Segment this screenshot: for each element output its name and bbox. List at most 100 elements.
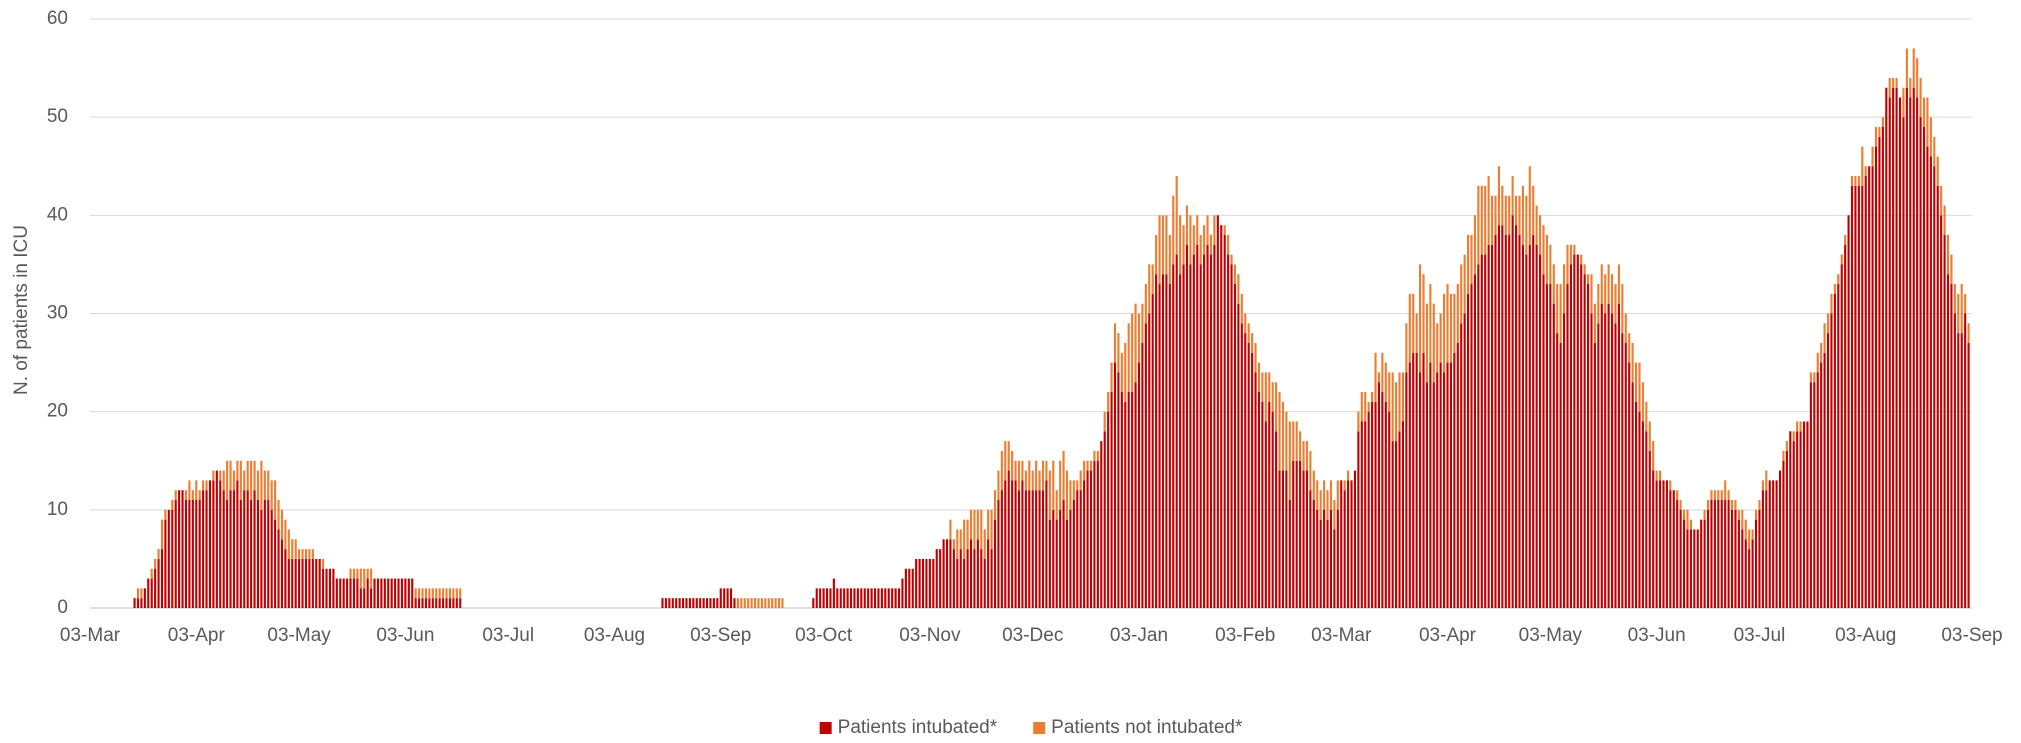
- bar: [928, 558, 931, 608]
- bar: [1038, 490, 1041, 608]
- bar: [150, 568, 153, 579]
- bar: [1419, 264, 1422, 373]
- bar: [191, 490, 194, 501]
- bar: [346, 578, 349, 608]
- bar: [1487, 176, 1490, 245]
- bar: [1007, 441, 1010, 471]
- bar: [963, 558, 966, 608]
- bar: [459, 588, 462, 599]
- bar: [1545, 284, 1548, 608]
- bar: [1521, 244, 1524, 608]
- bar: [1864, 176, 1867, 608]
- bar: [1141, 342, 1144, 608]
- bar: [1371, 392, 1374, 402]
- bar: [1768, 480, 1771, 608]
- bar: [1209, 254, 1213, 608]
- bar: [315, 558, 318, 608]
- bar: [160, 549, 164, 608]
- bar: [1515, 195, 1518, 226]
- bar: [1525, 195, 1528, 255]
- bar: [298, 558, 301, 608]
- bar: [1871, 166, 1874, 608]
- bar: [894, 588, 897, 608]
- bar: [1209, 234, 1213, 255]
- bar: [1405, 323, 1408, 373]
- bar: [1905, 87, 1908, 609]
- bar: [1919, 117, 1922, 609]
- bar: [239, 500, 242, 608]
- bar: [1713, 500, 1716, 608]
- bar: [702, 598, 705, 608]
- x-tick-label: 03-Jun: [376, 625, 434, 646]
- bar: [1713, 490, 1716, 501]
- bar: [424, 588, 428, 599]
- bar: [1347, 480, 1350, 608]
- bar: [1480, 254, 1483, 608]
- bar: [226, 460, 229, 501]
- bar: [1535, 205, 1538, 245]
- bar: [277, 500, 280, 530]
- bar: [1576, 254, 1579, 608]
- bar: [1261, 401, 1264, 608]
- bar: [1950, 284, 1953, 608]
- bar: [825, 588, 829, 608]
- bar: [301, 549, 304, 559]
- bar: [1395, 382, 1398, 442]
- bar: [712, 598, 715, 608]
- bar: [1607, 264, 1610, 304]
- bar: [1614, 323, 1617, 608]
- bar: [421, 588, 424, 599]
- bar: [1720, 490, 1723, 501]
- bar: [1751, 539, 1754, 608]
- bar: [202, 480, 205, 491]
- bar: [349, 568, 352, 579]
- bar: [867, 588, 870, 608]
- bar: [832, 578, 835, 608]
- bar: [952, 539, 955, 550]
- bar: [1487, 244, 1490, 608]
- bar: [136, 588, 140, 599]
- bar: [1083, 460, 1086, 481]
- bar: [1528, 166, 1531, 245]
- y-tick-label: 50: [47, 106, 68, 127]
- bar: [915, 558, 918, 608]
- bar: [1854, 185, 1857, 608]
- bar: [1799, 421, 1802, 432]
- bar: [1295, 460, 1298, 608]
- bar: [1052, 509, 1055, 608]
- bar: [1830, 313, 1833, 608]
- bar: [1844, 244, 1847, 608]
- bar: [1199, 234, 1202, 265]
- x-tick-label: 03-Jun: [1628, 625, 1686, 646]
- bar: [1717, 500, 1720, 608]
- bar: [150, 578, 153, 608]
- bar: [997, 500, 1000, 608]
- bar: [1929, 156, 1932, 608]
- bar: [980, 549, 983, 608]
- bar: [256, 500, 260, 608]
- bar: [1672, 490, 1675, 608]
- bar: [1727, 490, 1730, 501]
- bar: [1569, 244, 1572, 265]
- bar: [1062, 450, 1065, 501]
- x-tick-label: 03-Nov: [899, 625, 961, 646]
- bar: [1017, 490, 1021, 608]
- bar: [1854, 176, 1857, 186]
- bar: [380, 578, 383, 608]
- bar: [681, 598, 685, 608]
- bar: [1497, 166, 1500, 226]
- bar: [1960, 284, 1963, 334]
- bar: [1902, 117, 1905, 609]
- bar: [973, 509, 976, 550]
- bar: [222, 490, 225, 608]
- bar: [1604, 313, 1607, 608]
- bar: [1038, 470, 1041, 491]
- bar: [1587, 284, 1590, 608]
- bar: [366, 578, 369, 608]
- bar: [1775, 480, 1778, 608]
- bar: [1621, 333, 1624, 608]
- bar: [1648, 450, 1651, 608]
- bar: [1706, 509, 1710, 608]
- bar: [294, 558, 297, 608]
- bar: [356, 578, 359, 608]
